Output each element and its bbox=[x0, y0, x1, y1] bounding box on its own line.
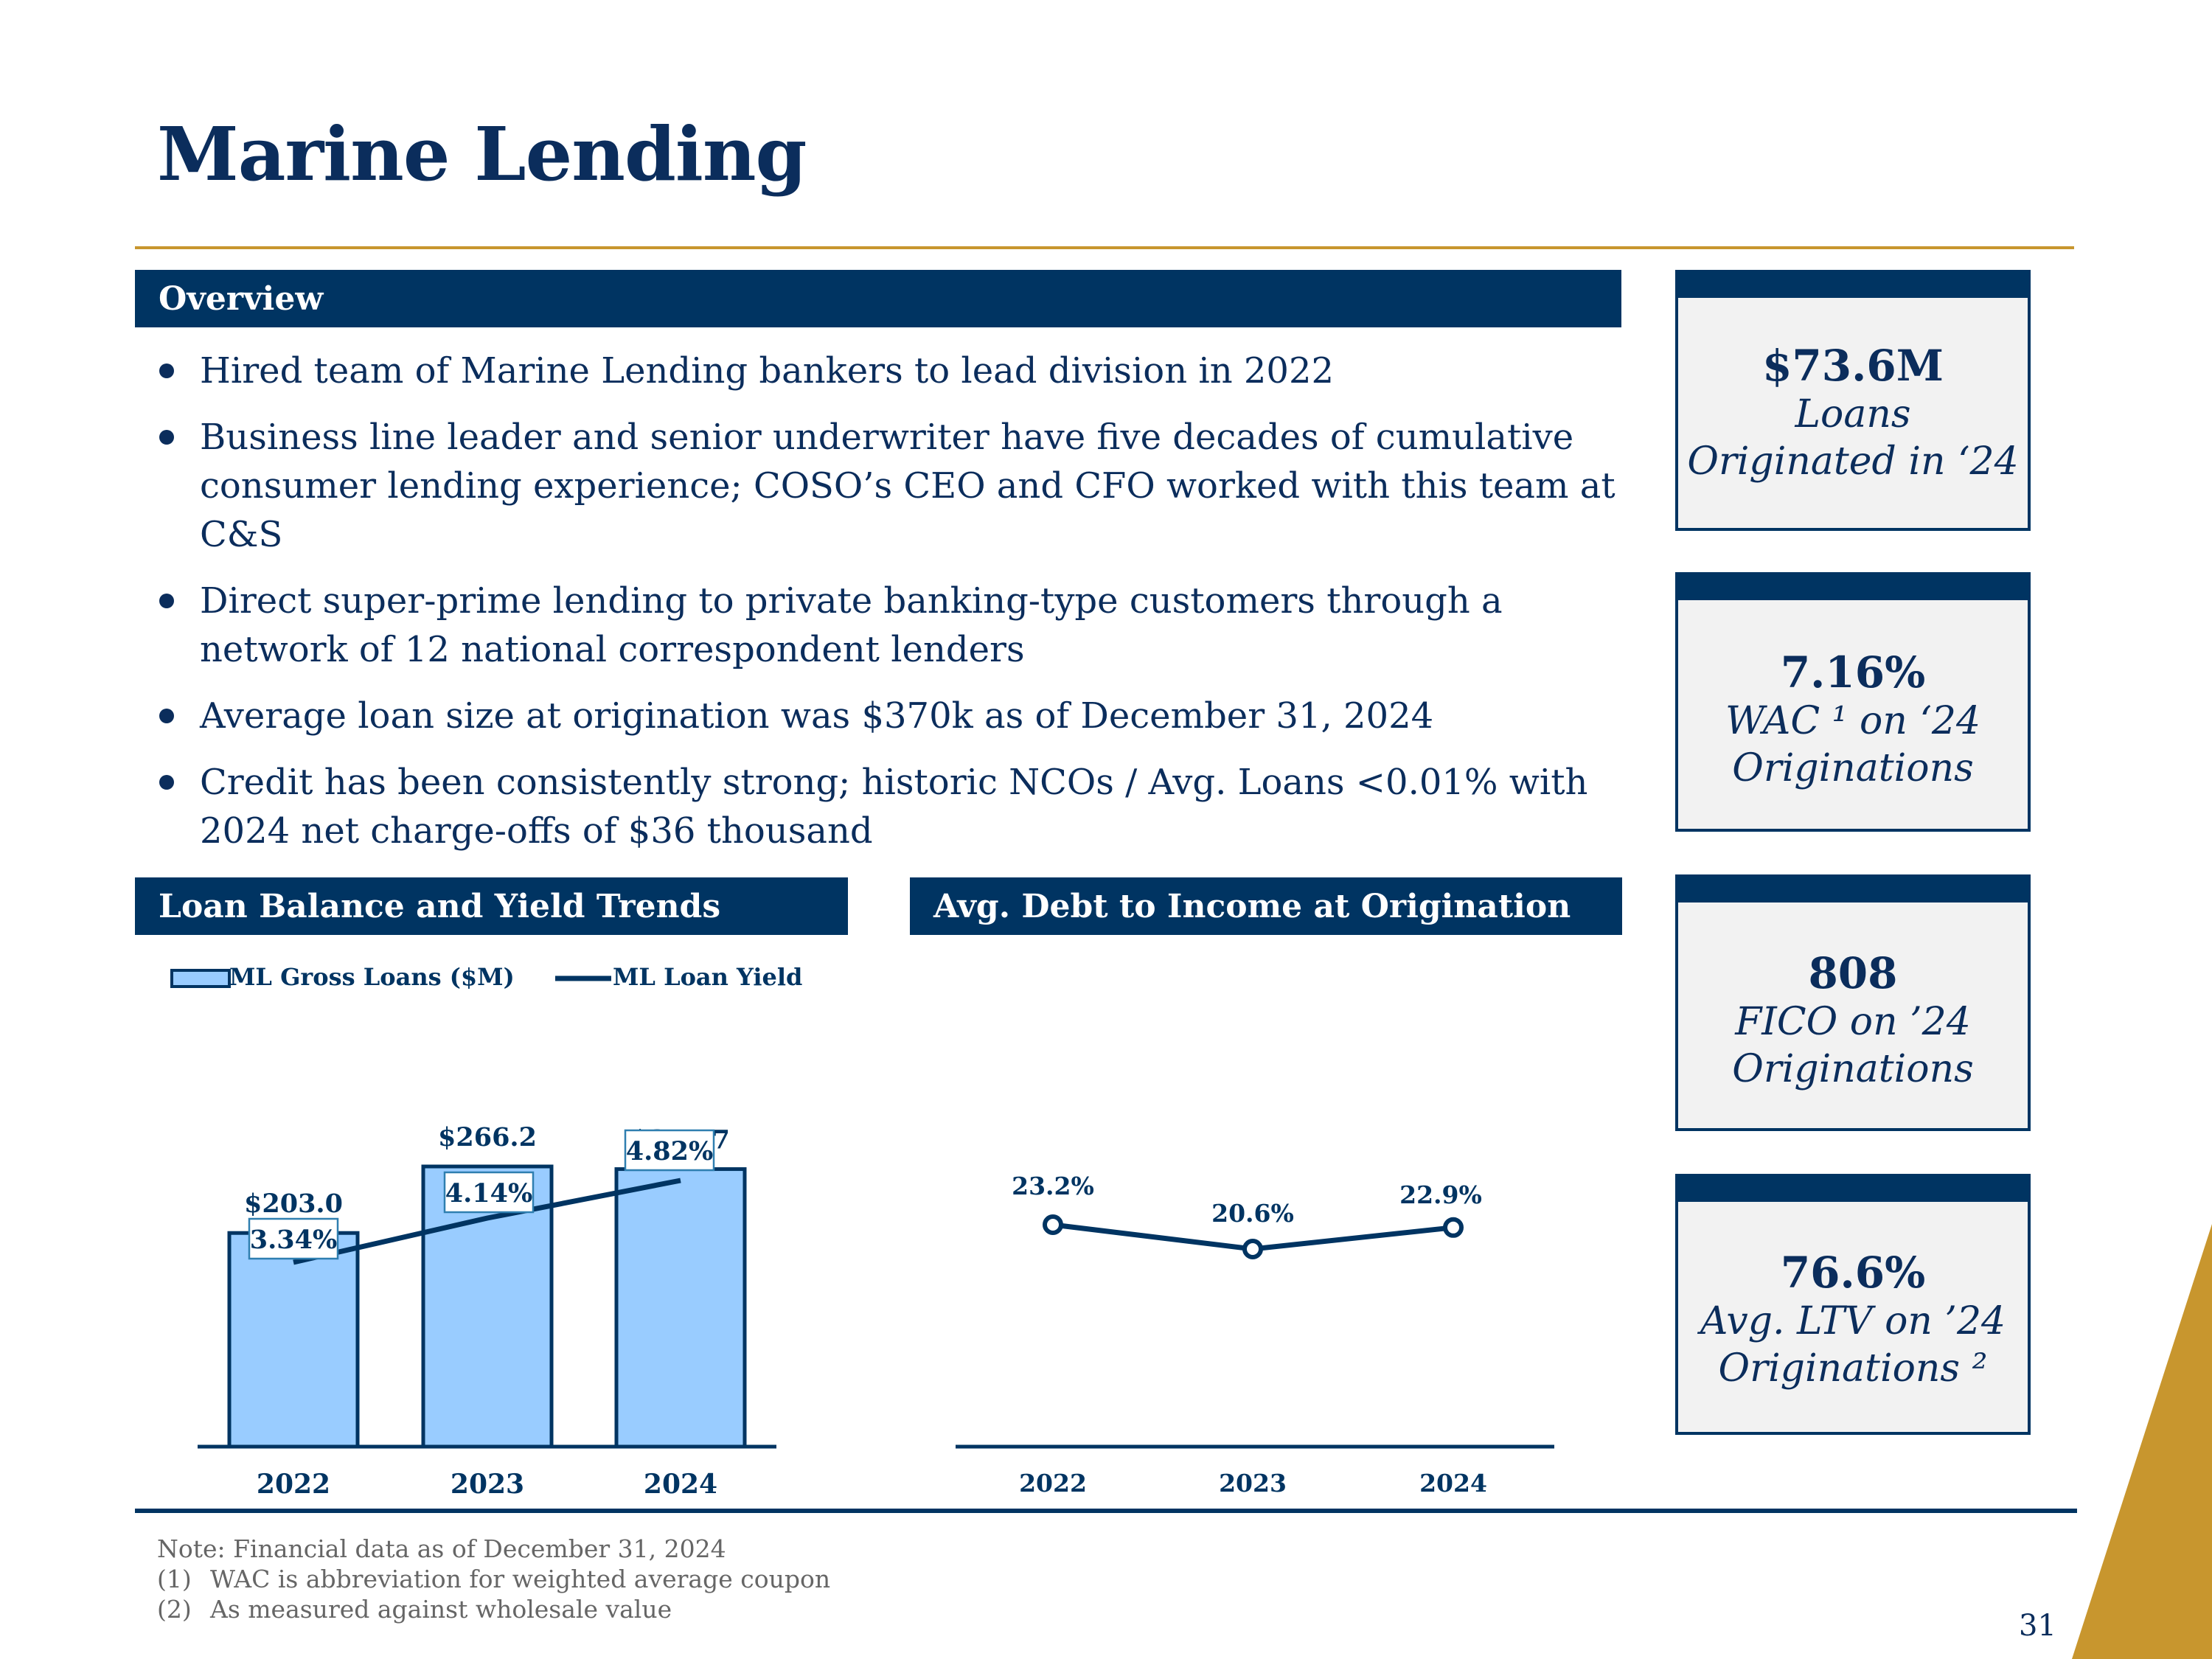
dti-data-label: 20.6% bbox=[1211, 1199, 1294, 1228]
overview-bullet: Business line leader and senior underwri… bbox=[157, 413, 1617, 559]
footer-divider bbox=[135, 1509, 2077, 1513]
stat-label: Avg. LTV on ’24 bbox=[1700, 1299, 2006, 1343]
stat-label: Originated in ‘24 bbox=[1687, 439, 2019, 484]
bullet-text: Hired team of Marine Lending bankers to … bbox=[200, 350, 1335, 392]
stat-label: Loans bbox=[1795, 392, 1911, 437]
stat-box-loans-originated: $73.6M Loans Originated in ‘24 bbox=[1675, 270, 2031, 531]
bar bbox=[227, 1231, 360, 1449]
footnote-number: (1) bbox=[157, 1565, 192, 1593]
stat-box-header bbox=[1678, 575, 2028, 600]
dti-chart-heading: Avg. Debt to Income at Origination bbox=[910, 877, 1622, 935]
legend-label: ML Loan Yield bbox=[613, 963, 802, 991]
stat-label: WAC ¹ on ‘24 bbox=[1725, 699, 1981, 743]
stat-box-ltv: 76.6% Avg. LTV on ’24 Originations ² bbox=[1675, 1174, 2031, 1435]
title-divider bbox=[135, 246, 2074, 249]
note-line: Note: Financial data as of December 31, … bbox=[157, 1534, 726, 1563]
yield-label-box bbox=[624, 1129, 715, 1172]
overview-bullet: Direct super-prime lending to private ba… bbox=[157, 577, 1617, 674]
stat-value: 808 bbox=[1808, 948, 1898, 998]
bullet-text: Business line leader and senior underwri… bbox=[200, 417, 1615, 555]
legend-bar-swatch bbox=[170, 969, 231, 988]
bullet-icon bbox=[159, 430, 174, 445]
x-tick-label: 2024 bbox=[644, 1469, 717, 1500]
bullet-icon bbox=[159, 364, 174, 378]
footnote-2: (2) As measured against wholesale value bbox=[157, 1594, 830, 1624]
overview-bullet-list: Hired team of Marine Lending bankers to … bbox=[157, 347, 1617, 873]
stat-value: 76.6% bbox=[1780, 1248, 1926, 1298]
stat-box-header bbox=[1678, 877, 2028, 902]
stat-box-header bbox=[1678, 273, 2028, 298]
x-tick-label: 2023 bbox=[451, 1469, 524, 1500]
bullet-text: Credit has been consistently strong; his… bbox=[200, 762, 1588, 852]
x-tick-label: 2022 bbox=[1019, 1469, 1087, 1498]
legend-label: ML Gross Loans ($M) bbox=[229, 963, 515, 991]
footnote-number: (2) bbox=[157, 1595, 192, 1624]
stat-label: Originations bbox=[1732, 746, 1974, 790]
bullet-icon bbox=[159, 594, 174, 608]
dti-point bbox=[1242, 1239, 1263, 1259]
overview-heading: Overview bbox=[135, 270, 1621, 327]
dti-data-label: 22.9% bbox=[1399, 1180, 1482, 1209]
stat-box-header bbox=[1678, 1177, 2028, 1202]
x-tick-label: 2024 bbox=[1419, 1469, 1487, 1498]
stat-label: FICO on ’24 bbox=[1735, 1000, 1971, 1044]
x-tick-label: 2023 bbox=[1219, 1469, 1287, 1498]
dti-point bbox=[1043, 1214, 1063, 1235]
loan-chart-heading: Loan Balance and Yield Trends bbox=[135, 877, 848, 935]
stat-label: Originations ² bbox=[1718, 1346, 1988, 1391]
footnote-text: WAC is abbreviation for weighted average… bbox=[210, 1565, 831, 1593]
dti-point bbox=[1443, 1217, 1464, 1238]
bullet-icon bbox=[159, 775, 174, 790]
overview-bullet: Credit has been consistently strong; his… bbox=[157, 758, 1617, 855]
yield-data-label: 3.34% bbox=[250, 1225, 338, 1255]
page-title: Marine Lending bbox=[157, 111, 807, 198]
overview-bullet: Average loan size at origination was $37… bbox=[157, 692, 1617, 740]
bar-data-label: $266.2 bbox=[438, 1122, 537, 1152]
yield-data-label: 4.82% bbox=[626, 1136, 714, 1166]
stat-box-fico: 808 FICO on ’24 Originations bbox=[1675, 874, 2031, 1131]
stat-box-wac: 7.16% WAC ¹ on ‘24 Originations bbox=[1675, 572, 2031, 832]
decorative-gold-triangle bbox=[2072, 1224, 2212, 1659]
overview-bullet: Hired team of Marine Lending bankers to … bbox=[157, 347, 1617, 395]
dti-chart: 23.2% 20.6% 22.9% 2022 2023 2024 bbox=[956, 1172, 1554, 1498]
footnote-text: As measured against wholesale value bbox=[210, 1595, 672, 1624]
dti-data-label: 23.2% bbox=[1012, 1172, 1094, 1200]
stat-value: 7.16% bbox=[1780, 647, 1926, 698]
yield-label-box bbox=[443, 1171, 535, 1214]
bar-data-label: $203.0 bbox=[244, 1189, 343, 1219]
yield-label-box bbox=[248, 1217, 339, 1260]
footnotes: Note: Financial data as of December 31, … bbox=[157, 1534, 830, 1624]
yield-data-label: 4.14% bbox=[445, 1178, 533, 1208]
loan-balance-chart: ML Gross Loans ($M) ML Loan Yield $203.0 20… bbox=[170, 963, 802, 1500]
bullet-icon bbox=[159, 709, 174, 723]
bar bbox=[614, 1167, 747, 1449]
x-tick-label: 2022 bbox=[257, 1469, 330, 1500]
bullet-text: Average loan size at origination was $37… bbox=[200, 695, 1434, 737]
footnote-1: (1) WAC is abbreviation for weighted aver… bbox=[157, 1564, 830, 1594]
yield-line bbox=[293, 1178, 681, 1265]
stat-value: $73.6M bbox=[1762, 341, 1944, 391]
page-number: 31 bbox=[2019, 1609, 2056, 1643]
bullet-text: Direct super-prime lending to private ba… bbox=[200, 580, 1503, 670]
stat-label: Originations bbox=[1732, 1047, 1974, 1091]
